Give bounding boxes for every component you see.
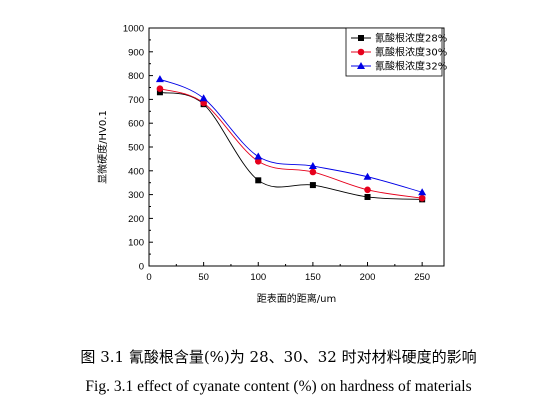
series-line: [159, 91, 423, 200]
legend-label: 氰酸根浓度30%: [375, 46, 447, 59]
data-point: [418, 188, 427, 196]
data-point: [254, 157, 262, 165]
legend-marker: [358, 35, 364, 41]
series-line: [159, 78, 423, 193]
y-tick-label: 100: [128, 238, 144, 249]
legend: 氰酸根浓度28%氰酸根浓度30%氰酸根浓度32%: [345, 27, 447, 77]
data-point: [418, 194, 426, 202]
data-point: [254, 152, 263, 160]
data-point: [255, 177, 262, 184]
data-point: [363, 172, 372, 180]
series-3: [155, 75, 427, 196]
legend-label: 氰酸根浓度32%: [375, 60, 447, 73]
x-axis: 0 50 100 150 200 250: [146, 262, 430, 283]
series-1: [156, 89, 426, 203]
x-tick-label: 250: [414, 272, 430, 283]
y-tick-label: 500: [128, 143, 144, 154]
y-tick-label: 300: [128, 190, 144, 201]
x-tick-label: 150: [305, 272, 321, 283]
legend-marker: [357, 62, 365, 69]
y-tick-label: 1000: [123, 24, 144, 35]
data-point: [309, 182, 316, 189]
x-tick-label: 100: [250, 272, 266, 283]
y-tick-label: 900: [128, 47, 144, 58]
figure-caption-english: Fig. 3.1 effect of cyanate content (%) o…: [85, 378, 472, 395]
y-tick-label: 0: [139, 262, 144, 273]
figure-caption-chinese: 图 3.1 氰酸根含量(%)为 28、30、32 时对材料硬度的影响: [80, 348, 477, 366]
series-layer: [155, 75, 427, 203]
legend-item: 氰酸根浓度28%: [351, 32, 447, 45]
y-tick-label: 800: [128, 71, 144, 82]
data-point: [155, 75, 164, 83]
y-axis-title: 显微硬度/HV0.1: [96, 110, 109, 184]
hardness-chart: 0 100 200 300 400 500 600 700 800 900 1000 0 50 100 1…: [96, 24, 447, 306]
x-axis-title: 距表面的距离/um: [257, 292, 336, 305]
y-tick-label: 600: [128, 119, 144, 130]
x-tick-label: 50: [198, 272, 209, 283]
legend-item: 氰酸根浓度30%: [351, 46, 447, 59]
legend-item: 氰酸根浓度32%: [351, 60, 447, 73]
series-line: [159, 88, 423, 199]
y-tick-label: 700: [128, 95, 144, 106]
y-tick-label: 200: [128, 214, 144, 225]
data-point: [156, 89, 163, 96]
series-2: [156, 85, 426, 202]
data-point: [200, 99, 207, 107]
data-point: [364, 186, 371, 194]
data-point: [364, 193, 371, 200]
legend-marker: [357, 48, 365, 56]
x-tick-label: 200: [360, 272, 376, 283]
data-point: [156, 85, 164, 92]
legend-label: 氰酸根浓度28%: [375, 32, 447, 45]
x-tick-label: 0: [146, 272, 151, 283]
y-axis: 0 100 200 300 400 500 600 700 800 900 1000: [123, 24, 153, 273]
data-point: [199, 94, 208, 102]
data-point: [309, 168, 317, 176]
y-tick-label: 400: [128, 166, 144, 177]
data-point: [308, 162, 317, 170]
